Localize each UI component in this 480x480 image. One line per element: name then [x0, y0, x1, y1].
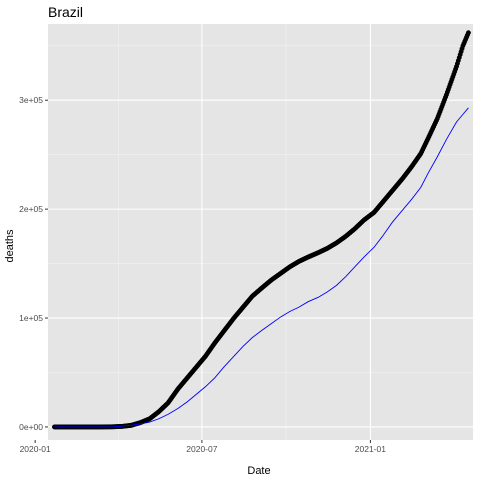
- y-tick-label: 0e+00: [19, 422, 43, 432]
- y-tick-label: 2e+05: [19, 204, 43, 214]
- grid-lines: [34, 24, 473, 440]
- axis-ticks: 2020-01 2020-07 2021-01 0e+00 1e+05 2e+05 3e+0…: [19, 95, 386, 454]
- data-layer: [51, 30, 471, 430]
- plot-panel: [48, 24, 473, 440]
- x-tick-label: 2020-01: [20, 444, 51, 454]
- series-points: [51, 30, 471, 430]
- x-axis-label: Date: [247, 465, 270, 477]
- y-tick-label: 3e+05: [19, 95, 43, 105]
- x-tick-label: 2020-07: [186, 444, 217, 454]
- x-tick-label: 2021-01: [355, 444, 386, 454]
- series-line: [54, 107, 469, 428]
- chart-title: Brazil: [48, 4, 83, 20]
- y-axis-label: deaths: [4, 229, 16, 263]
- data-point: [465, 30, 471, 36]
- y-tick-label: 1e+05: [19, 313, 43, 323]
